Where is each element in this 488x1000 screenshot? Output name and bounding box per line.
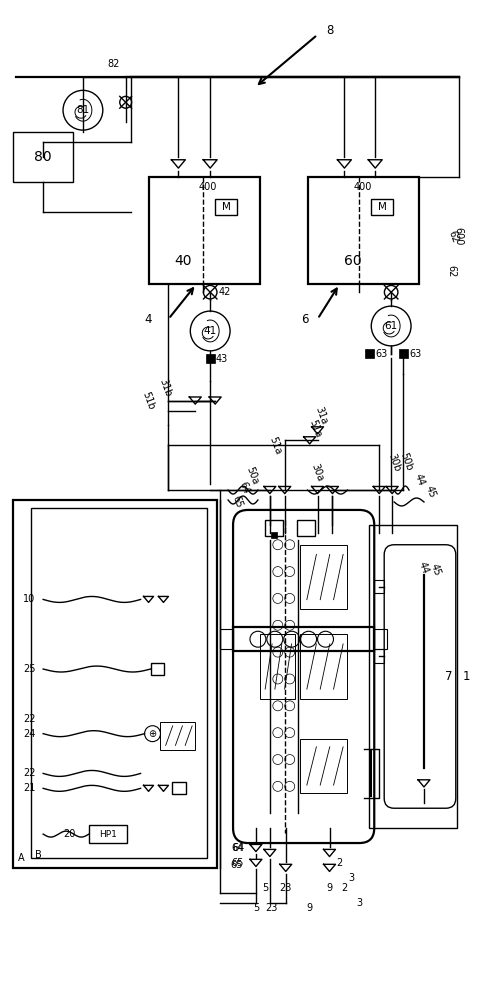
- Text: 22: 22: [23, 768, 36, 778]
- Text: 21: 21: [23, 783, 36, 793]
- Text: ⊕: ⊕: [148, 729, 157, 739]
- Text: 4: 4: [145, 313, 152, 326]
- Text: 1: 1: [463, 670, 470, 683]
- Bar: [371, 199, 393, 215]
- Text: 3: 3: [356, 898, 363, 908]
- Text: 50b: 50b: [398, 452, 414, 473]
- Text: 5: 5: [262, 883, 268, 893]
- Bar: [161, 722, 195, 750]
- Text: 30b: 30b: [386, 452, 402, 473]
- Text: 43: 43: [216, 354, 228, 364]
- Text: 44: 44: [417, 560, 431, 575]
- Text: 65: 65: [231, 860, 243, 870]
- Text: 44: 44: [412, 473, 426, 488]
- Text: M: M: [222, 202, 230, 212]
- Text: M: M: [378, 202, 386, 212]
- Text: 65: 65: [230, 494, 244, 510]
- Text: 6: 6: [301, 313, 308, 326]
- Bar: [206, 354, 215, 363]
- Text: 600: 600: [454, 227, 464, 246]
- Text: 7: 7: [445, 670, 452, 683]
- Text: 64: 64: [237, 481, 251, 496]
- Text: 62: 62: [447, 265, 457, 277]
- Bar: [365, 349, 374, 358]
- Text: 81: 81: [76, 105, 89, 115]
- Text: 22: 22: [23, 714, 36, 724]
- Bar: [172, 782, 186, 794]
- Text: 20: 20: [63, 829, 75, 839]
- Text: 25: 25: [23, 664, 36, 674]
- Bar: [31, 508, 207, 858]
- Text: 3: 3: [348, 873, 354, 883]
- Text: 23: 23: [280, 883, 292, 893]
- Bar: [369, 525, 457, 828]
- Bar: [233, 627, 374, 651]
- Text: 2: 2: [336, 858, 343, 868]
- Bar: [300, 739, 347, 793]
- Bar: [150, 663, 164, 675]
- Text: 60: 60: [344, 254, 361, 268]
- Text: 8: 8: [326, 24, 333, 37]
- Bar: [265, 520, 283, 536]
- Text: 400: 400: [199, 182, 217, 192]
- Text: 9: 9: [326, 883, 333, 893]
- Text: 64: 64: [231, 843, 243, 853]
- Text: 64: 64: [232, 843, 244, 853]
- Text: 51b: 51b: [141, 390, 157, 411]
- Text: B: B: [35, 850, 42, 860]
- Bar: [297, 520, 315, 536]
- Bar: [260, 634, 295, 699]
- Text: 63: 63: [409, 349, 421, 359]
- Text: 2: 2: [341, 883, 347, 893]
- Text: 40: 40: [175, 254, 192, 268]
- Bar: [220, 629, 233, 649]
- Text: 82: 82: [108, 59, 120, 69]
- Bar: [89, 825, 127, 843]
- Bar: [307, 177, 419, 284]
- Text: 24: 24: [23, 729, 36, 739]
- Text: 63: 63: [375, 349, 387, 359]
- Bar: [374, 649, 384, 663]
- Text: 400: 400: [353, 182, 371, 192]
- Text: 23: 23: [265, 903, 278, 913]
- Text: 45: 45: [424, 485, 438, 500]
- Bar: [374, 629, 387, 649]
- Text: 30a: 30a: [310, 462, 325, 482]
- Text: 61: 61: [385, 321, 398, 331]
- Text: 9: 9: [306, 903, 313, 913]
- Text: 31b: 31b: [158, 377, 173, 398]
- Text: 42: 42: [219, 287, 231, 297]
- Text: 50a: 50a: [244, 465, 260, 485]
- Bar: [148, 177, 260, 284]
- Text: 5: 5: [253, 903, 259, 913]
- Text: 80: 80: [34, 150, 52, 164]
- Text: 51a: 51a: [267, 435, 283, 456]
- Text: 65: 65: [232, 858, 244, 868]
- Text: 62: 62: [447, 229, 461, 244]
- Bar: [13, 500, 217, 868]
- Text: A: A: [18, 853, 25, 863]
- Text: 31a: 31a: [314, 405, 329, 426]
- Text: HP1: HP1: [99, 830, 117, 839]
- Text: 45: 45: [429, 562, 443, 577]
- Bar: [215, 199, 237, 215]
- Bar: [374, 580, 384, 593]
- Text: 10: 10: [23, 594, 35, 604]
- Text: 51a: 51a: [308, 418, 324, 439]
- Text: 41: 41: [203, 326, 217, 336]
- Bar: [13, 132, 73, 182]
- Bar: [399, 349, 407, 358]
- Bar: [300, 545, 347, 609]
- Bar: [300, 634, 347, 699]
- Bar: [271, 532, 277, 538]
